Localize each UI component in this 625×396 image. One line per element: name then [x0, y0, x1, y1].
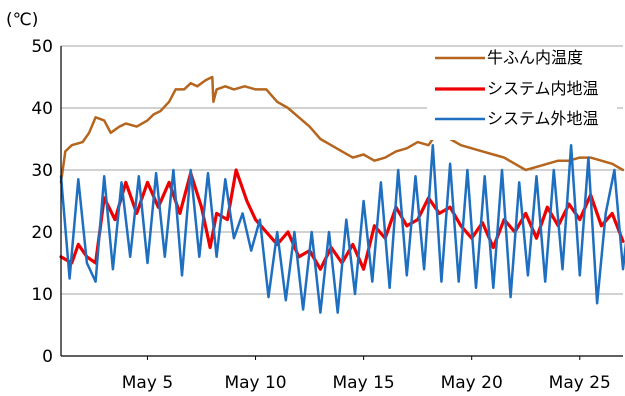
y-tick-label: 30: [31, 161, 53, 181]
legend-label: システム内地温: [487, 79, 599, 98]
legend-label: 牛ふん内温度: [487, 48, 583, 67]
x-tick-label: May 25: [549, 373, 611, 393]
y-tick-label: 50: [31, 37, 53, 57]
x-tick-label: May 5: [122, 373, 173, 393]
y-tick-label: 20: [31, 223, 53, 243]
y-tick-label: 10: [31, 285, 53, 305]
series-lines: [59, 75, 625, 314]
y-tick-labels: 0 10 20 30 40 50: [31, 37, 53, 367]
y-tick-label: 0: [42, 347, 53, 367]
y-tick-label: 40: [31, 99, 53, 119]
x-tick-label: May 10: [224, 373, 286, 393]
x-tick-label: May 15: [333, 373, 395, 393]
x-tick-label: May 20: [441, 373, 503, 393]
series-line-1: [59, 75, 625, 184]
series-line-3: [59, 143, 625, 314]
legend-box: [427, 48, 617, 140]
x-tick-labels: May 5 May 10 May 15 May 20 May 25: [122, 373, 611, 393]
axes: [60, 46, 623, 360]
legend-label: システム外地温: [487, 109, 599, 128]
y-unit-label: (℃): [6, 10, 38, 30]
